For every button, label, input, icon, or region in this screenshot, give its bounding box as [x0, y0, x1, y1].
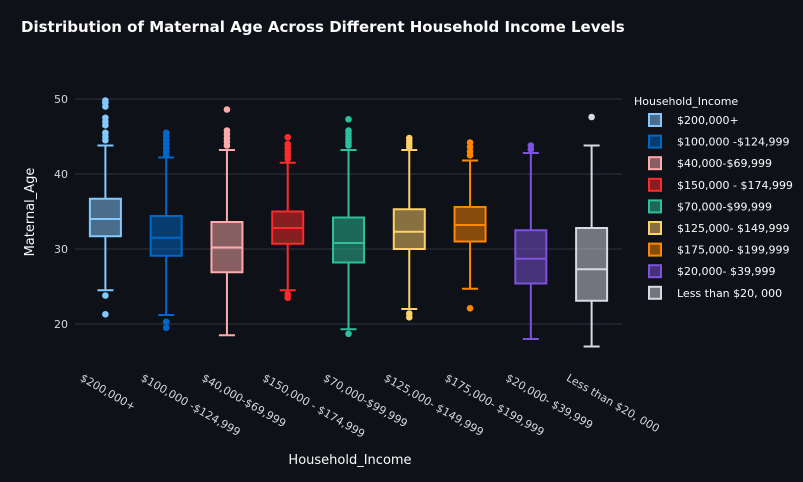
x-tick-label: $150,000 - $174,999	[260, 371, 367, 440]
box-8[interactable]	[514, 142, 548, 340]
legend-item-2[interactable]: $100,000 -$124,999	[648, 134, 789, 149]
outlier-point	[345, 330, 352, 338]
box-3[interactable]	[210, 106, 244, 337]
outlier-point	[102, 292, 109, 299]
outlier-point	[345, 115, 352, 123]
legend-label: $70,000-$99,999	[677, 200, 772, 213]
y-tick-label: 30	[54, 243, 68, 256]
iqr-box	[514, 229, 548, 285]
box-6[interactable]	[392, 134, 426, 321]
legend-label: $150,000 - $174,999	[677, 179, 793, 192]
legend-swatch	[648, 264, 662, 279]
outlier-point	[588, 113, 595, 121]
chart-title: Distribution of Maternal Age Across Diff…	[21, 18, 625, 36]
legend-item-6[interactable]: $125,000- $149,999	[648, 221, 789, 235]
box-1[interactable]	[88, 97, 122, 318]
x-axis-title: Household_Income	[288, 453, 411, 468]
box-4[interactable]	[271, 133, 305, 302]
outlier-point	[162, 318, 170, 326]
legend-item-3[interactable]: $40,000-$69,999	[648, 156, 772, 171]
outlier-point	[466, 139, 474, 146]
y-tick-label: 20	[54, 318, 68, 331]
legend-label: $20,000- $39,999	[677, 265, 775, 278]
legend-swatch	[648, 156, 662, 171]
legend-label: $100,000 -$124,999	[677, 136, 789, 149]
outlier-point	[162, 129, 170, 137]
legend-swatch	[648, 285, 662, 300]
box-2[interactable]	[149, 129, 183, 332]
iqr-box	[575, 227, 609, 302]
iqr-box	[149, 215, 183, 257]
outlier-point	[466, 304, 474, 312]
legend-label: $175,000- $199,999	[677, 244, 789, 257]
legend-item-7[interactable]: $175,000- $199,999	[648, 242, 789, 257]
legend-label: $200,000+	[677, 114, 739, 127]
legend-item-5[interactable]: $70,000-$99,999	[648, 199, 772, 214]
legend-item-9[interactable]: Less than $20, 000	[648, 285, 782, 300]
iqr-box	[88, 197, 122, 238]
outlier-point	[405, 134, 413, 142]
outlier-point	[223, 106, 231, 113]
outlier-point	[345, 127, 352, 134]
outlier-point	[102, 114, 109, 122]
box-series	[88, 97, 609, 348]
legend-item-1[interactable]: $200,000+	[648, 113, 739, 127]
outlier-point	[102, 129, 109, 137]
legend-item-8[interactable]: $20,000- $39,999	[648, 264, 775, 279]
legend-swatch	[648, 199, 662, 214]
legend-title: Household_Income	[634, 95, 738, 108]
box-7[interactable]	[453, 139, 487, 312]
legend-swatch	[648, 113, 662, 127]
legend-swatch	[648, 242, 662, 257]
x-tick-label: $100,000 -$124,999	[139, 371, 243, 438]
x-tick-label: $125,000- $149,999	[382, 371, 486, 438]
legend-swatch	[648, 134, 662, 149]
outlier-point	[405, 310, 413, 317]
x-tick-label: $200,000+	[78, 371, 138, 413]
legend-label: $125,000- $149,999	[677, 222, 789, 235]
legend-item-4[interactable]: $150,000 - $174,999	[648, 177, 793, 192]
outlier-point	[223, 127, 231, 134]
x-tick-label: $175,000- $199,999	[443, 371, 547, 438]
legend-label: $40,000-$69,999	[677, 157, 772, 170]
outlier-point	[284, 133, 292, 141]
outlier-point	[162, 324, 170, 332]
y-axis-ticks: 20 30 40 50	[54, 93, 68, 331]
outlier-point	[284, 140, 292, 148]
y-tick-label: 50	[54, 93, 68, 106]
box-9[interactable]	[575, 113, 609, 348]
legend-swatch	[648, 221, 662, 235]
iqr-box	[332, 216, 365, 264]
y-axis-title: Maternal_Age	[23, 168, 38, 257]
outlier-point	[527, 142, 535, 149]
outlier-point	[102, 97, 109, 104]
outlier-point	[102, 310, 109, 318]
legend-label: Less than $20, 000	[677, 287, 782, 300]
outlier-point	[284, 290, 292, 298]
box-5[interactable]	[332, 115, 365, 338]
x-axis-ticks: $200,000+ $100,000 -$124,999$40,000-$69,9…	[78, 371, 662, 440]
iqr-box	[392, 208, 426, 250]
y-tick-label: 40	[54, 168, 68, 181]
legend[interactable]: Household_Income $200,000+ $100,000 -$124…	[634, 95, 793, 300]
legend-swatch	[648, 177, 662, 192]
